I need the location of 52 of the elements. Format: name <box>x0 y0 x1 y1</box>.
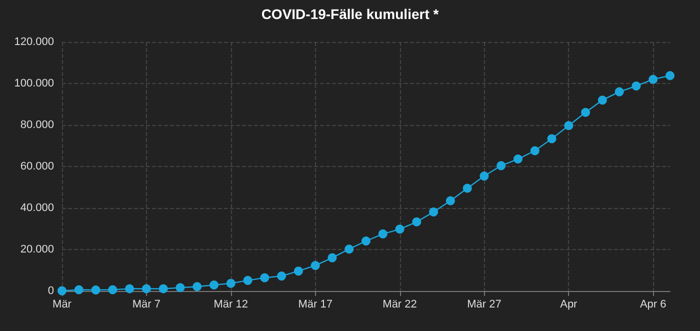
chart-title: COVID-19-Fälle kumuliert * <box>261 6 440 22</box>
point <box>226 278 236 288</box>
x-tick-label: Apr 6 <box>640 298 666 310</box>
point <box>294 266 303 276</box>
x-tick-label: Mär 12 <box>214 298 248 310</box>
y-tick-label: 40.000 <box>20 202 54 214</box>
point <box>581 108 590 117</box>
point <box>243 276 252 285</box>
x-tick-label: Mär 17 <box>298 298 332 310</box>
point <box>344 244 354 254</box>
y-tick-label: 20.000 <box>20 244 54 256</box>
point <box>480 172 489 181</box>
x-tick-label: Mär 22 <box>382 298 417 310</box>
y-tick-label: 60.000 <box>20 160 54 172</box>
x-tick-label: Mär 27 <box>467 298 502 310</box>
y-tick-label: 100.000 <box>14 78 54 90</box>
point <box>192 282 202 292</box>
point <box>462 184 472 193</box>
point <box>378 229 388 238</box>
point <box>108 285 118 294</box>
point <box>210 280 218 290</box>
point <box>74 285 84 294</box>
point <box>176 283 185 292</box>
point <box>260 273 270 282</box>
x-tick-label: Apr <box>560 298 578 310</box>
point <box>125 284 134 294</box>
point <box>91 285 100 294</box>
point <box>142 284 151 294</box>
x-tick-label: Mär 7 <box>132 298 161 310</box>
point <box>429 207 438 216</box>
point <box>328 253 337 262</box>
point <box>277 272 286 281</box>
point <box>598 96 607 105</box>
point <box>564 121 574 130</box>
point <box>547 134 556 144</box>
y-tick-label: 120.000 <box>14 36 54 48</box>
point <box>362 236 370 246</box>
point <box>530 146 540 156</box>
point <box>632 81 641 90</box>
y-tick-label: 80.000 <box>20 119 54 131</box>
point <box>446 196 455 206</box>
point <box>158 284 168 294</box>
point <box>412 217 422 226</box>
point <box>614 87 624 96</box>
point <box>666 71 674 80</box>
y-tick-label: 0 <box>48 285 54 297</box>
point <box>496 161 506 170</box>
point <box>648 74 658 84</box>
point <box>310 260 320 270</box>
point <box>514 154 522 164</box>
point <box>395 224 404 234</box>
x-tick-label: Mär <box>52 298 72 310</box>
